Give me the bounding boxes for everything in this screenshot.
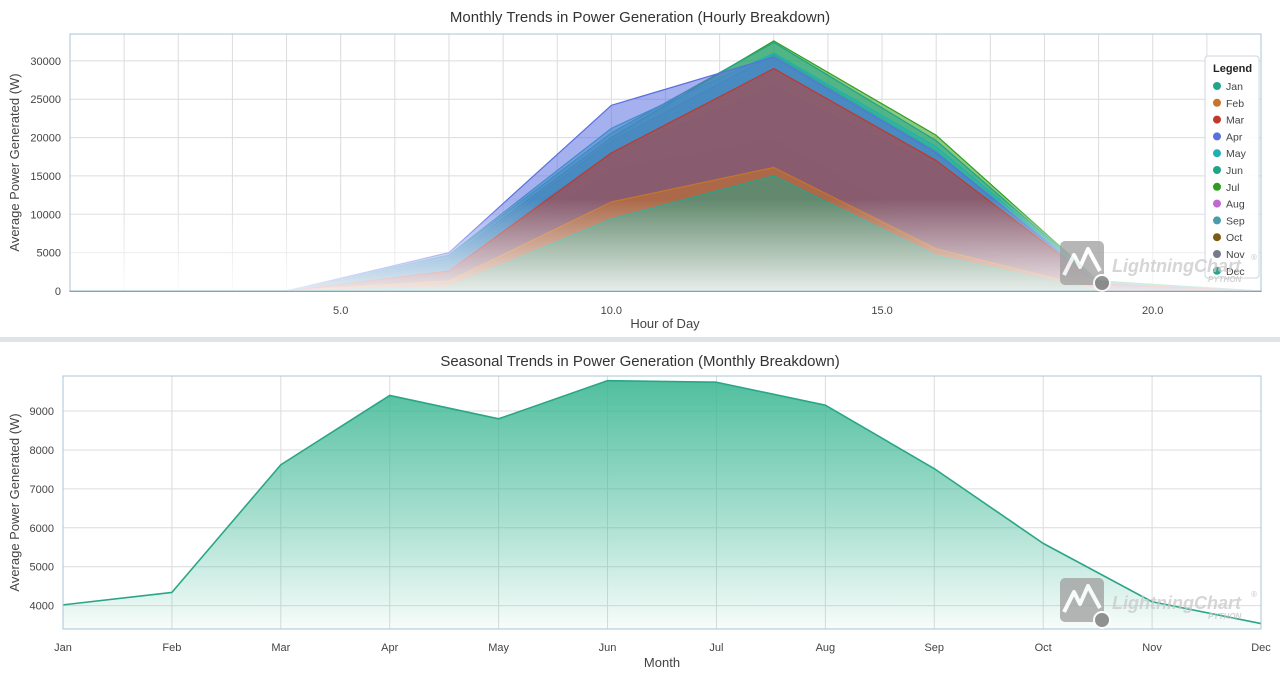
watermark-brand: LightningChart: [1112, 256, 1242, 276]
legend-label-jan: Jan: [1226, 81, 1243, 93]
legend-marker-feb: [1213, 98, 1221, 107]
monthly-xtick-label: Dec: [1251, 642, 1271, 654]
monthly-ytick-label: 7000: [30, 484, 54, 496]
monthly-xtick-label: May: [488, 642, 509, 654]
hourly-chart: Monthly Trends in Power Generation (Hour…: [7, 9, 1262, 331]
hourly-ytick-label: 10000: [30, 209, 61, 221]
monthly-xtick-label: Aug: [816, 642, 836, 654]
monthly-x-axis-title: Month: [644, 655, 680, 670]
legend-marker-may: [1213, 149, 1221, 158]
legend-marker-mar: [1213, 115, 1221, 124]
hourly-xtick-label: 10.0: [601, 305, 622, 317]
legend-marker-apr: [1213, 132, 1221, 141]
monthly-xtick-label: Sep: [924, 642, 944, 654]
legend-marker-jun: [1213, 166, 1221, 174]
legend-label-feb: Feb: [1226, 98, 1244, 110]
watermark-2: LightningChart ® PYTHON: [1060, 578, 1257, 629]
legend-marker-dec: [1213, 266, 1221, 275]
legend-marker-aug: [1213, 199, 1221, 208]
legend-label-may: May: [1226, 148, 1247, 160]
monthly-ytick-label: 4000: [30, 601, 54, 613]
legend-marker-nov: [1213, 250, 1221, 258]
watermark-brand: LightningChart: [1112, 593, 1242, 613]
hourly-ytick-label: 5000: [37, 248, 61, 260]
monthly-xtick-label: Mar: [271, 642, 290, 654]
monthly-xtick-label: Feb: [162, 642, 181, 654]
hourly-ytick-label: 0: [55, 286, 61, 298]
lightningchart-logo-badge: [1093, 274, 1111, 292]
legend-marker-jul: [1213, 182, 1221, 191]
watermark-1: LightningChart ® PYTHON: [1060, 241, 1257, 292]
watermark-sub: PYTHON: [1208, 612, 1242, 621]
legend-marker-oct: [1213, 233, 1221, 242]
monthly-xtick-label: Jul: [709, 642, 723, 654]
monthly-xtick-label: Jun: [599, 642, 617, 654]
lightningchart-logo-mark: [1062, 247, 1102, 276]
legend-label-dec: Dec: [1226, 266, 1245, 278]
monthly-xtick-label: Nov: [1142, 642, 1162, 654]
monthly-ytick-label: 8000: [30, 445, 54, 457]
panel-divider: [0, 337, 1280, 342]
legend-label-mar: Mar: [1226, 115, 1245, 127]
hourly-ytick-label: 20000: [30, 133, 61, 145]
legend-marker-sep: [1213, 216, 1221, 225]
monthly-ytick-label: 6000: [30, 523, 54, 535]
monthly-y-axis-title: Average Power Generated (W): [7, 413, 22, 591]
legend: Legend Jan Feb Mar Apr May Jun Jul Aug Sep Oct Nov D…: [1204, 55, 1260, 279]
monthly-area-line: [62, 379, 1262, 625]
legend-label-apr: Apr: [1226, 131, 1243, 143]
hourly-y-axis-title: Average Power Generated (W): [7, 73, 22, 251]
hourly-plot-frame: [69, 33, 1262, 292]
hourly-xtick-label: 5.0: [333, 305, 348, 317]
monthly-area-fill: [63, 380, 1261, 629]
legend-label-jun: Jun: [1226, 165, 1243, 177]
lightningchart-logo-mark: [1062, 584, 1102, 613]
hourly-xtick-label: 15.0: [871, 305, 892, 317]
monthly-chart: Seasonal Trends in Power Generation (Mon…: [7, 353, 1271, 670]
hourly-ytick-label: 15000: [30, 171, 61, 183]
legend-label-sep: Sep: [1226, 215, 1245, 227]
hourly-ytick-label: 25000: [30, 94, 61, 106]
monthly-ytick-label: 5000: [30, 562, 54, 574]
legend-label-oct: Oct: [1226, 232, 1242, 244]
monthly-xtick-label: Apr: [381, 642, 398, 654]
legend-marker-jan: [1213, 82, 1221, 90]
legend-label-jul: Jul: [1226, 182, 1239, 194]
monthly-xtick-label: Oct: [1035, 642, 1052, 654]
watermark-registered: ®: [1251, 253, 1257, 262]
hourly-xtick-label: 20.0: [1142, 305, 1163, 317]
hourly-ytick-label: 30000: [30, 56, 61, 68]
monthly-ytick-label: 9000: [30, 406, 54, 418]
watermark-registered: ®: [1251, 590, 1257, 599]
monthly-chart-title: Seasonal Trends in Power Generation (Mon…: [440, 353, 839, 370]
monthly-xtick-label: Jan: [54, 642, 72, 654]
hourly-x-axis-title: Hour of Day: [630, 316, 700, 331]
legend-label-aug: Aug: [1226, 199, 1245, 211]
watermark-sub: PYTHON: [1208, 275, 1242, 284]
monthly-plot-frame: [62, 375, 1262, 630]
legend-title: Legend: [1213, 63, 1252, 75]
legend-label-nov: Nov: [1226, 249, 1245, 261]
hourly-chart-title: Monthly Trends in Power Generation (Hour…: [450, 9, 830, 26]
lightningchart-logo-badge: [1093, 611, 1111, 629]
